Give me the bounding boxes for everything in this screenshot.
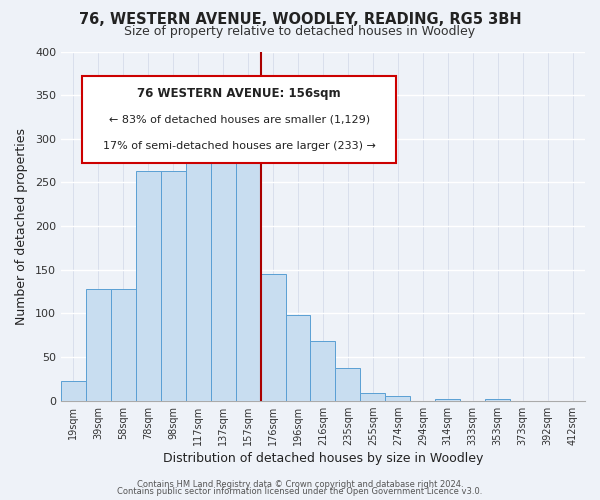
Y-axis label: Number of detached properties: Number of detached properties [15, 128, 28, 324]
Bar [335, 368, 361, 400]
Bar [286, 315, 310, 400]
Bar [435, 399, 460, 400]
Text: Contains public sector information licensed under the Open Government Licence v3: Contains public sector information licen… [118, 487, 482, 496]
Bar [361, 393, 385, 400]
Bar [385, 396, 410, 400]
Text: Contains HM Land Registry data © Crown copyright and database right 2024.: Contains HM Land Registry data © Crown c… [137, 480, 463, 489]
Bar [161, 171, 186, 400]
Bar [136, 171, 161, 400]
Bar [260, 274, 286, 400]
Text: 76 WESTERN AVENUE: 156sqm: 76 WESTERN AVENUE: 156sqm [137, 87, 341, 100]
Bar [86, 289, 111, 401]
Bar [211, 152, 236, 400]
Bar [61, 382, 86, 400]
Bar [310, 342, 335, 400]
Bar [111, 289, 136, 401]
Bar [236, 152, 260, 400]
FancyBboxPatch shape [82, 76, 397, 163]
Text: 76, WESTERN AVENUE, WOODLEY, READING, RG5 3BH: 76, WESTERN AVENUE, WOODLEY, READING, RG… [79, 12, 521, 28]
X-axis label: Distribution of detached houses by size in Woodley: Distribution of detached houses by size … [163, 452, 483, 465]
Text: 17% of semi-detached houses are larger (233) →: 17% of semi-detached houses are larger (… [103, 141, 376, 151]
Text: ← 83% of detached houses are smaller (1,129): ← 83% of detached houses are smaller (1,… [109, 114, 370, 124]
Text: Size of property relative to detached houses in Woodley: Size of property relative to detached ho… [124, 25, 476, 38]
Bar [485, 399, 510, 400]
Bar [186, 142, 211, 400]
